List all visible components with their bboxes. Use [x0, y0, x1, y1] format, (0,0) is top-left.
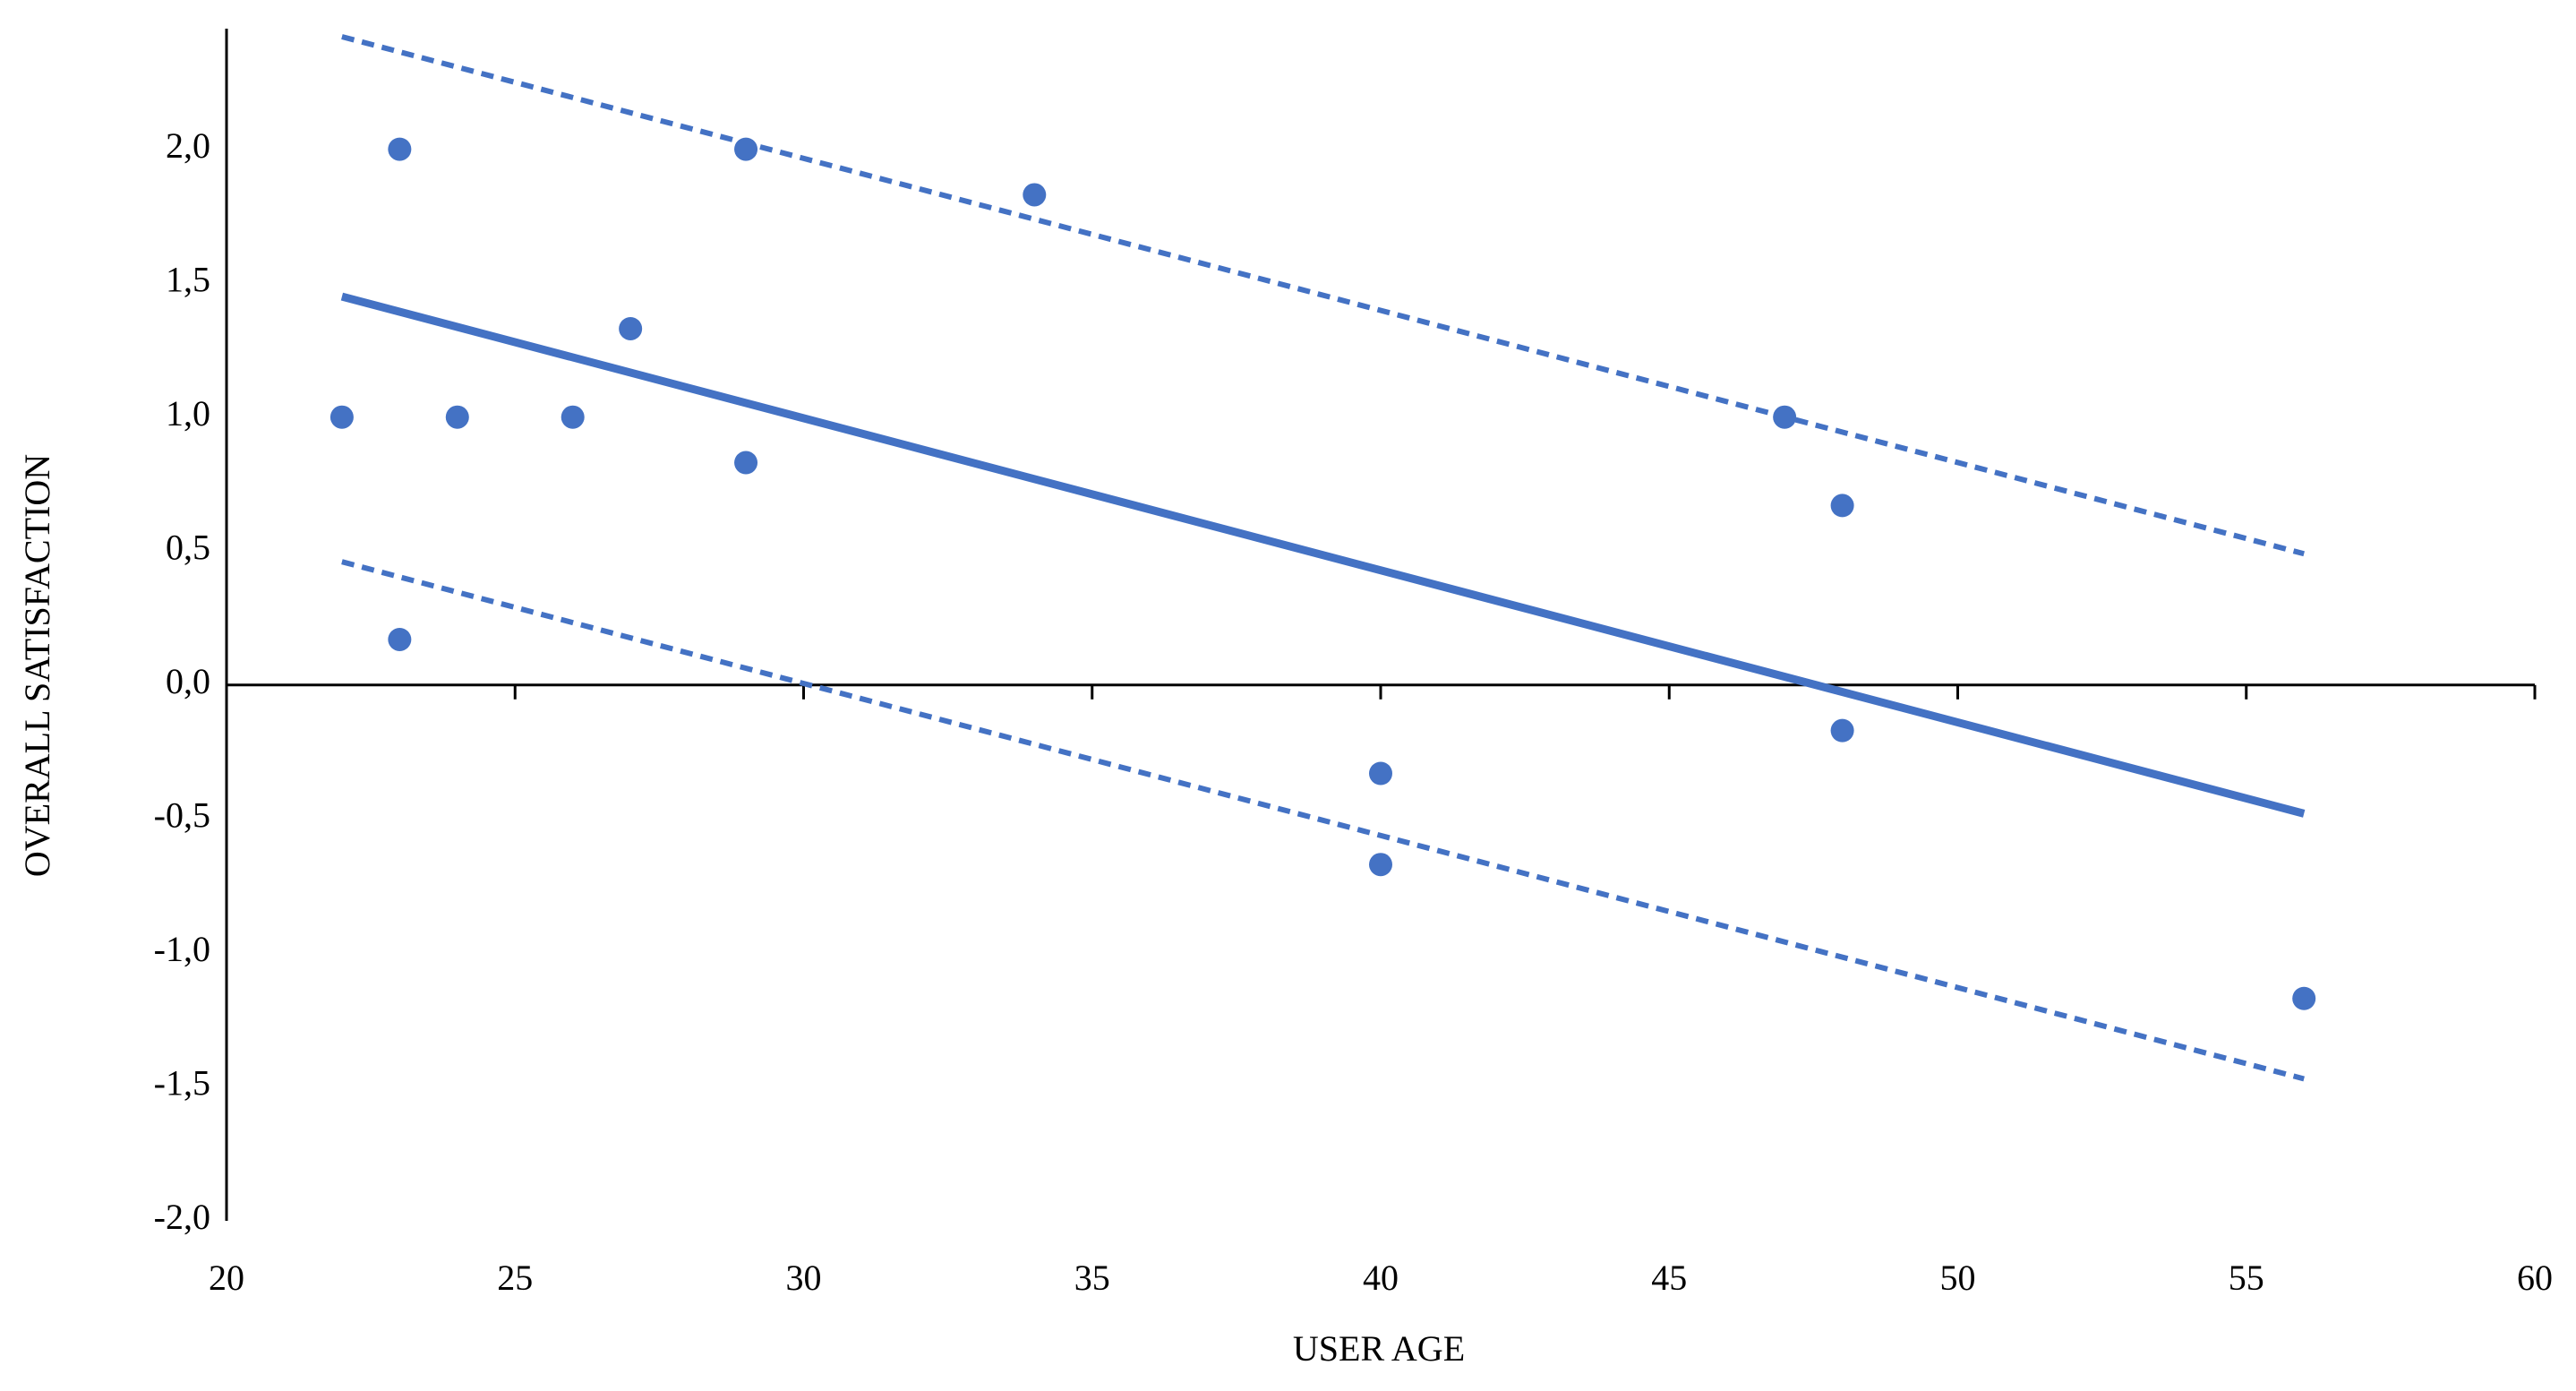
point — [1023, 183, 1047, 207]
point — [1369, 853, 1392, 877]
y-tick-label: 0,5 — [166, 527, 210, 567]
y-tick-label: 2,0 — [166, 125, 210, 166]
y-tick-label: -0,5 — [154, 795, 210, 836]
x-tick-label: 55 — [2229, 1258, 2264, 1298]
point — [1830, 718, 1854, 743]
x-tick-label: 40 — [1363, 1258, 1399, 1298]
y-tick-label: 1,0 — [166, 393, 210, 434]
point — [561, 405, 585, 429]
x-tick-label: 50 — [1940, 1258, 1976, 1298]
point — [734, 451, 758, 475]
y-axis-title: OVERALL SATISFACTION — [17, 454, 57, 877]
x-axis-title: USER AGE — [1293, 1328, 1465, 1369]
point — [329, 405, 354, 429]
x-tick-label: 20 — [209, 1258, 244, 1298]
x-tick-label: 35 — [1074, 1258, 1110, 1298]
trend-line — [340, 292, 2306, 818]
dashed-line — [341, 34, 2305, 557]
point — [619, 316, 643, 340]
point — [1830, 494, 1854, 518]
point — [1369, 761, 1392, 786]
y-tick-label: -2,0 — [154, 1197, 210, 1237]
y-tick-label: 1,5 — [166, 259, 210, 299]
x-tick-label: 45 — [1651, 1258, 1687, 1298]
point — [2292, 986, 2316, 1010]
dashed-line — [341, 559, 2305, 1082]
y-tick-label: -1,5 — [154, 1063, 210, 1103]
point — [388, 137, 412, 161]
point — [1773, 405, 1797, 429]
x-tick-label: 30 — [786, 1258, 822, 1298]
y-tick-label: -1,0 — [154, 929, 210, 969]
x-tick-label: 25 — [497, 1258, 533, 1298]
point — [734, 137, 758, 161]
y-tick-label: 0,0 — [166, 661, 210, 701]
point — [445, 405, 469, 429]
point — [388, 627, 412, 651]
x-tick-label: 60 — [2517, 1258, 2553, 1298]
